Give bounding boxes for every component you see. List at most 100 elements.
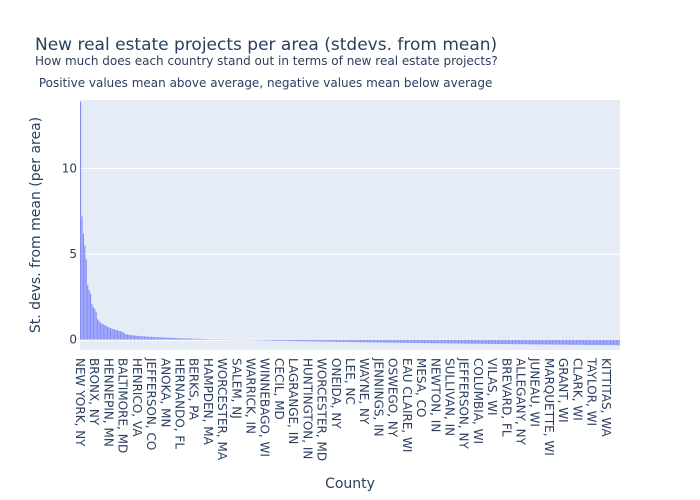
bar <box>409 339 411 343</box>
bar <box>116 330 119 340</box>
bar <box>554 339 556 345</box>
x-tick-label: EAU CLAIRE, WI <box>400 358 414 452</box>
bar <box>530 339 532 345</box>
bar <box>271 339 273 341</box>
bar <box>449 339 451 344</box>
bar <box>94 308 96 340</box>
bar <box>540 339 542 345</box>
bar <box>595 339 597 345</box>
bar <box>459 339 461 344</box>
bar <box>337 339 339 342</box>
bar <box>308 339 310 342</box>
bar <box>480 339 482 344</box>
bar <box>467 339 470 344</box>
x-tick-label: LAGRANGE, IN <box>286 358 300 444</box>
bar <box>287 339 289 341</box>
x-tick-label: HENRICO, VA <box>130 358 144 437</box>
bar <box>402 339 404 343</box>
bar <box>423 339 426 344</box>
bar <box>523 339 525 345</box>
bar <box>465 339 467 344</box>
bar <box>526 339 528 345</box>
bar <box>504 339 507 345</box>
bar <box>384 339 386 343</box>
bar <box>563 339 565 345</box>
bar <box>165 337 167 340</box>
bar <box>597 339 599 346</box>
bar <box>527 339 529 345</box>
bar <box>126 334 129 340</box>
bar <box>369 339 372 343</box>
bar <box>331 339 333 342</box>
bar <box>418 339 420 344</box>
x-tick-label: VILAS, WI <box>485 358 499 416</box>
bar <box>617 339 619 346</box>
bar <box>507 339 509 345</box>
bar <box>493 339 495 344</box>
bar <box>253 339 255 341</box>
bar <box>543 339 545 345</box>
bar <box>556 339 558 345</box>
bar <box>178 338 180 340</box>
bar <box>88 290 90 340</box>
bar <box>398 339 400 343</box>
bar <box>341 339 343 342</box>
bar <box>607 339 609 346</box>
bar <box>583 339 585 345</box>
bar <box>421 339 423 344</box>
bar <box>497 339 499 344</box>
bar <box>587 339 589 345</box>
bar <box>251 339 254 341</box>
bar <box>521 339 524 345</box>
bar <box>516 339 518 345</box>
bar <box>365 339 367 343</box>
bar <box>469 339 471 344</box>
bar <box>605 339 607 346</box>
bars-group <box>80 101 620 346</box>
y-tick-label: 0 <box>69 333 77 347</box>
bar <box>203 339 205 340</box>
bar <box>161 337 163 340</box>
bar <box>136 335 138 340</box>
y-axis-title: St. devs. from mean (per area) <box>28 117 44 333</box>
x-tick-label: SULLIVAN, IN <box>443 358 457 436</box>
bar <box>115 329 117 340</box>
bar <box>564 339 566 345</box>
bar <box>327 339 329 342</box>
bar <box>264 339 266 341</box>
bar <box>372 339 374 343</box>
bar <box>288 339 291 342</box>
x-tick-label: WINNEBAGO, WI <box>258 358 272 457</box>
bar <box>458 339 460 344</box>
bar <box>101 323 103 340</box>
bar <box>367 339 369 343</box>
bar <box>254 339 256 341</box>
x-tick-label: WORCESTER, MA <box>215 358 229 461</box>
bar <box>601 339 603 346</box>
x-tick-label: HUNTINGTON, IN <box>300 358 314 459</box>
bar <box>415 339 417 343</box>
bar <box>81 216 83 340</box>
bar <box>502 339 504 345</box>
bar <box>513 339 515 345</box>
chart-subtitle-line-1: How much does each country stand out in … <box>35 54 498 68</box>
plot-area <box>80 100 620 350</box>
bar <box>318 339 320 342</box>
x-tick-label: WAYNE, NY <box>357 358 371 425</box>
bar <box>107 326 109 340</box>
bar <box>298 339 300 342</box>
bar <box>517 339 519 345</box>
bar <box>483 339 485 344</box>
bar <box>190 338 192 340</box>
x-tick-label: OSWEGO, NY <box>386 358 400 438</box>
bar <box>553 339 555 345</box>
bar <box>121 331 123 340</box>
bar <box>477 339 480 344</box>
bar <box>351 339 353 343</box>
bar <box>278 339 281 341</box>
bar <box>139 336 141 340</box>
bar <box>104 325 106 340</box>
bar <box>435 339 437 344</box>
bar <box>305 339 308 342</box>
bar <box>485 339 487 344</box>
